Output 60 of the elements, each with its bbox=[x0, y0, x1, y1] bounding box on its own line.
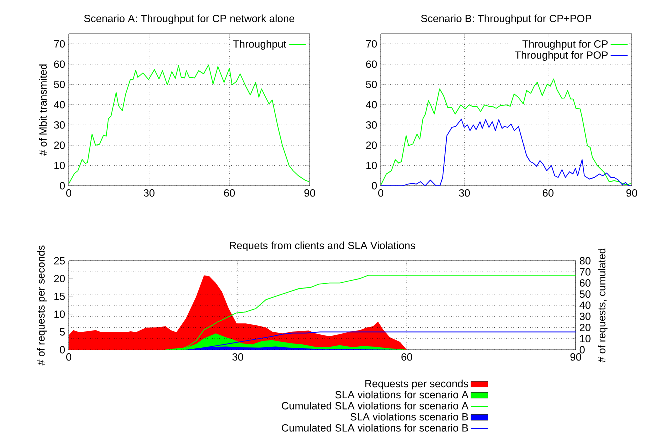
y-tick-label: 30 bbox=[366, 122, 378, 129]
y2-tick-label: 10 bbox=[580, 335, 591, 343]
line-series bbox=[69, 64, 310, 184]
x-tick-label: 60 bbox=[224, 190, 236, 197]
chart-title: Requets from clients and SLA Violations bbox=[230, 242, 416, 252]
line-series bbox=[381, 118, 632, 186]
y-tick-label: 40 bbox=[54, 101, 66, 109]
x-tick-label: 0 bbox=[66, 190, 72, 197]
y2-tick-label: 40 bbox=[580, 302, 591, 310]
legend-label: Requests per seconds bbox=[366, 380, 468, 390]
chart-title: Scenario B: Throughput for CP+POP bbox=[421, 14, 592, 25]
legend-label: Cumulated SLA violations for scenario B bbox=[282, 424, 468, 432]
y2-tick-label: 30 bbox=[580, 312, 591, 320]
y-tick-label: 0 bbox=[372, 182, 378, 190]
x-tick-label: 90 bbox=[570, 354, 582, 361]
x-tick-label: 90 bbox=[626, 190, 638, 197]
x-tick-label: 60 bbox=[543, 190, 554, 197]
legend-label: Throughput for POP bbox=[515, 51, 608, 62]
y2-tick-label: 20 bbox=[580, 324, 591, 332]
y-tick-label: 70 bbox=[366, 40, 378, 48]
legend-label: Throughput for CP bbox=[522, 40, 608, 50]
y2-tick-label: 60 bbox=[580, 280, 591, 287]
x-tick-label: 30 bbox=[144, 190, 155, 197]
y-tick-label: 10 bbox=[54, 310, 66, 318]
x-tick-label: 30 bbox=[459, 190, 470, 197]
y-tick-label: 20 bbox=[54, 275, 66, 283]
line-series bbox=[381, 78, 632, 186]
legend-label: Throughput bbox=[233, 40, 286, 50]
y2-tick-label: 80 bbox=[580, 257, 591, 265]
y-tick-label: 20 bbox=[54, 142, 66, 150]
y-tick-label: 50 bbox=[54, 80, 66, 88]
y-tick-label: 40 bbox=[366, 101, 378, 109]
y-tick-label: 10 bbox=[366, 162, 378, 170]
y-tick-label: 10 bbox=[54, 162, 66, 170]
x-tick-label: 60 bbox=[402, 354, 412, 361]
x-tick-label: 90 bbox=[304, 190, 316, 197]
y2-tick-label: 0 bbox=[580, 346, 585, 354]
y-axis-title: # of requests per seconds bbox=[37, 246, 48, 366]
y-tick-label: 20 bbox=[366, 142, 378, 150]
x-tick-label: 0 bbox=[378, 190, 384, 197]
chart-title: Scenario A: Throughput for CP network alone bbox=[84, 14, 295, 25]
y2-tick-label: 70 bbox=[580, 268, 591, 276]
y-tick-label: 60 bbox=[366, 60, 378, 68]
y-tick-label: 25 bbox=[54, 257, 66, 265]
x-tick-label: 30 bbox=[232, 354, 244, 361]
y-tick-label: 30 bbox=[54, 122, 66, 129]
x-tick-label: 0 bbox=[66, 354, 72, 361]
y-axis-title: # of Mbit transmited bbox=[39, 64, 48, 156]
y-tick-label: 60 bbox=[54, 60, 66, 68]
legend-label: SLA violations scenario B bbox=[350, 413, 468, 421]
y-tick-label: 70 bbox=[54, 40, 66, 48]
y-tick-label: 0 bbox=[60, 346, 66, 354]
y-tick-label: 15 bbox=[54, 292, 66, 300]
y2-tick-label: 50 bbox=[580, 290, 591, 298]
y-tick-label: 50 bbox=[366, 80, 378, 88]
y2-axis-title: # of requests, cumulated bbox=[598, 248, 608, 363]
legend-label: Cumulated SLA violations for scenario A bbox=[282, 402, 469, 410]
y-tick-label: 5 bbox=[60, 328, 66, 336]
legend-label: SLA violations for scenario A bbox=[336, 390, 469, 399]
y-tick-label: 0 bbox=[60, 182, 66, 190]
